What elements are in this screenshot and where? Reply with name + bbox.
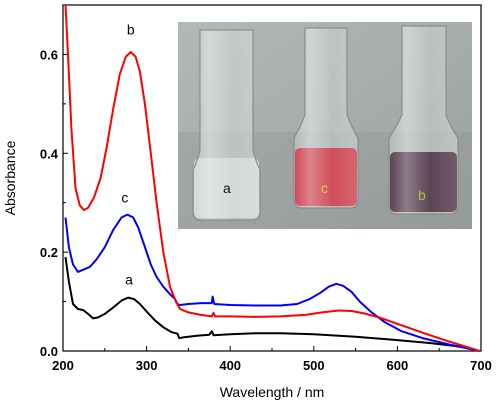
vial-c: c (293, 27, 359, 209)
series-line-b (64, 4, 480, 352)
y-tick-label-1: 0.2 (40, 245, 58, 260)
curve-label-a: a (125, 271, 133, 287)
vial-b: b (388, 25, 459, 215)
y-axis-title: Absorbance (2, 140, 18, 215)
series-labels: a c b (121, 22, 134, 288)
x-tick-label-400: 400 (219, 358, 241, 373)
inset-photo: a c b (178, 22, 472, 229)
x-tick-label-700: 700 (470, 358, 492, 373)
series-line-a (64, 256, 480, 352)
series-line-c (64, 213, 480, 352)
series-group (64, 4, 480, 352)
y-tick-label-0: 0.0 (40, 344, 58, 359)
y-tick-label-3: 0.6 (40, 47, 58, 62)
vial-label-a: a (223, 180, 231, 196)
vial-a: a (192, 29, 261, 221)
x-tick-label-200: 200 (52, 358, 74, 373)
vial-label-b: b (418, 187, 426, 203)
x-tick-label-300: 300 (136, 358, 158, 373)
x-tick-label-500: 500 (303, 358, 325, 373)
x-axis-title: Wavelength / nm (220, 384, 325, 400)
x-tick-label-600: 600 (387, 358, 409, 373)
y-tick-label-2: 0.4 (40, 146, 59, 161)
curve-label-c: c (121, 190, 128, 206)
vial-label-c: c (321, 180, 328, 196)
axes: 200 300 400 500 600 700 0.0 0.2 0.4 0.6 (40, 47, 492, 373)
curve-label-b: b (127, 22, 135, 38)
